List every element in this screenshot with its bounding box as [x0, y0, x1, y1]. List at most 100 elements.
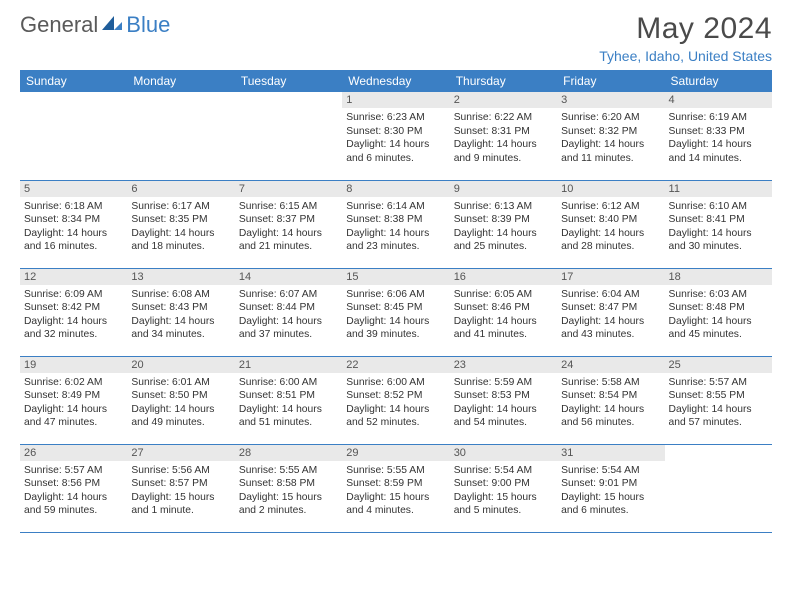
day-sunrise: Sunrise: 6:20 AM	[561, 111, 660, 125]
day-sunset: Sunset: 8:32 PM	[561, 125, 660, 139]
day-daylight1: Daylight: 14 hours	[239, 227, 338, 241]
day-daylight2: and 54 minutes.	[454, 416, 553, 430]
day-sunset: Sunset: 8:34 PM	[24, 213, 123, 227]
calendar-day-cell: 12Sunrise: 6:09 AMSunset: 8:42 PMDayligh…	[20, 268, 127, 356]
calendar-table: SundayMondayTuesdayWednesdayThursdayFrid…	[20, 70, 772, 533]
day-sunrise: Sunrise: 5:55 AM	[239, 464, 338, 478]
day-number: 28	[235, 445, 342, 461]
day-daylight2: and 5 minutes.	[454, 504, 553, 518]
calendar-day-cell: 28Sunrise: 5:55 AMSunset: 8:58 PMDayligh…	[235, 444, 342, 532]
calendar-day-cell	[235, 92, 342, 180]
logo-text-general: General	[20, 12, 98, 38]
calendar-day-cell: 27Sunrise: 5:56 AMSunset: 8:57 PMDayligh…	[127, 444, 234, 532]
location-subtitle: Tyhee, Idaho, United States	[599, 48, 772, 64]
calendar-day-cell: 1 Sunrise: 6:23 AMSunset: 8:30 PMDaylight…	[342, 92, 449, 180]
day-daylight1: Daylight: 14 hours	[561, 227, 660, 241]
calendar-day-cell: 21Sunrise: 6:00 AMSunset: 8:51 PMDayligh…	[235, 356, 342, 444]
day-sunset: Sunset: 9:00 PM	[454, 477, 553, 491]
day-sunrise: Sunrise: 5:58 AM	[561, 376, 660, 390]
logo-text-blue: Blue	[126, 12, 170, 38]
day-daylight2: and 39 minutes.	[346, 328, 445, 342]
page-title: May 2024	[599, 12, 772, 46]
calendar-day-cell: 5Sunrise: 6:18 AMSunset: 8:34 PMDaylight…	[20, 180, 127, 268]
day-number: 24	[557, 357, 664, 373]
day-daylight1: Daylight: 14 hours	[669, 227, 768, 241]
day-sunrise: Sunrise: 6:01 AM	[131, 376, 230, 390]
day-sunrise: Sunrise: 6:18 AM	[24, 200, 123, 214]
calendar-day-cell: 24Sunrise: 5:58 AMSunset: 8:54 PMDayligh…	[557, 356, 664, 444]
day-daylight2: and 49 minutes.	[131, 416, 230, 430]
day-sunrise: Sunrise: 6:02 AM	[24, 376, 123, 390]
day-daylight2: and 2 minutes.	[239, 504, 338, 518]
calendar-day-cell: 8Sunrise: 6:14 AMSunset: 8:38 PMDaylight…	[342, 180, 449, 268]
day-number: 20	[127, 357, 234, 373]
day-sunset: Sunset: 8:50 PM	[131, 389, 230, 403]
calendar-day-cell: 3Sunrise: 6:20 AMSunset: 8:32 PMDaylight…	[557, 92, 664, 180]
day-daylight1: Daylight: 14 hours	[454, 227, 553, 241]
day-number: 25	[665, 357, 772, 373]
day-daylight1: Daylight: 14 hours	[346, 315, 445, 329]
day-daylight1: Daylight: 14 hours	[454, 315, 553, 329]
calendar-week-row: 1 Sunrise: 6:23 AMSunset: 8:30 PMDaylight…	[20, 92, 772, 180]
calendar-day-cell	[20, 92, 127, 180]
day-daylight2: and 6 minutes.	[561, 504, 660, 518]
day-number: 26	[20, 445, 127, 461]
day-number: 31	[557, 445, 664, 461]
day-sunrise: Sunrise: 6:15 AM	[239, 200, 338, 214]
day-daylight2: and 1 minute.	[131, 504, 230, 518]
day-sunset: Sunset: 8:35 PM	[131, 213, 230, 227]
day-sunrise: Sunrise: 6:14 AM	[346, 200, 445, 214]
day-sunset: Sunset: 8:37 PM	[239, 213, 338, 227]
day-sunset: Sunset: 8:43 PM	[131, 301, 230, 315]
calendar-day-cell: 6Sunrise: 6:17 AMSunset: 8:35 PMDaylight…	[127, 180, 234, 268]
day-number: 15	[342, 269, 449, 285]
calendar-week-row: 12Sunrise: 6:09 AMSunset: 8:42 PMDayligh…	[20, 268, 772, 356]
calendar-day-cell: 2Sunrise: 6:22 AMSunset: 8:31 PMDaylight…	[450, 92, 557, 180]
day-sunset: Sunset: 8:55 PM	[669, 389, 768, 403]
day-daylight2: and 14 minutes.	[669, 152, 768, 166]
day-number: 1	[342, 92, 449, 108]
day-daylight1: Daylight: 14 hours	[131, 403, 230, 417]
day-sunset: Sunset: 8:30 PM	[346, 125, 445, 139]
weekday-header: Tuesday	[235, 70, 342, 92]
day-number: 2	[450, 92, 557, 108]
day-daylight2: and 25 minutes.	[454, 240, 553, 254]
day-daylight1: Daylight: 15 hours	[131, 491, 230, 505]
calendar-day-cell: 19Sunrise: 6:02 AMSunset: 8:49 PMDayligh…	[20, 356, 127, 444]
day-daylight1: Daylight: 14 hours	[454, 403, 553, 417]
day-sunset: Sunset: 8:44 PM	[239, 301, 338, 315]
day-daylight2: and 9 minutes.	[454, 152, 553, 166]
day-sunrise: Sunrise: 6:03 AM	[669, 288, 768, 302]
day-daylight1: Daylight: 14 hours	[346, 138, 445, 152]
day-sunrise: Sunrise: 5:57 AM	[669, 376, 768, 390]
day-sunrise: Sunrise: 6:07 AM	[239, 288, 338, 302]
day-number: 18	[665, 269, 772, 285]
day-daylight1: Daylight: 14 hours	[561, 315, 660, 329]
weekday-header: Wednesday	[342, 70, 449, 92]
day-sunset: Sunset: 8:49 PM	[24, 389, 123, 403]
day-number: 23	[450, 357, 557, 373]
day-sunrise: Sunrise: 6:19 AM	[669, 111, 768, 125]
calendar-week-row: 19Sunrise: 6:02 AMSunset: 8:49 PMDayligh…	[20, 356, 772, 444]
day-sunset: Sunset: 8:38 PM	[346, 213, 445, 227]
calendar-day-cell: 4Sunrise: 6:19 AMSunset: 8:33 PMDaylight…	[665, 92, 772, 180]
day-daylight2: and 59 minutes.	[24, 504, 123, 518]
calendar-day-cell: 11Sunrise: 6:10 AMSunset: 8:41 PMDayligh…	[665, 180, 772, 268]
weekday-header: Thursday	[450, 70, 557, 92]
day-sunrise: Sunrise: 6:23 AM	[346, 111, 445, 125]
day-sunrise: Sunrise: 6:13 AM	[454, 200, 553, 214]
day-number: 8	[342, 181, 449, 197]
day-daylight2: and 4 minutes.	[346, 504, 445, 518]
calendar-day-cell: 26Sunrise: 5:57 AMSunset: 8:56 PMDayligh…	[20, 444, 127, 532]
day-number: 16	[450, 269, 557, 285]
day-number: 10	[557, 181, 664, 197]
calendar-day-cell: 10Sunrise: 6:12 AMSunset: 8:40 PMDayligh…	[557, 180, 664, 268]
day-sunset: Sunset: 8:42 PM	[24, 301, 123, 315]
day-sunrise: Sunrise: 5:57 AM	[24, 464, 123, 478]
calendar-day-cell: 23Sunrise: 5:59 AMSunset: 8:53 PMDayligh…	[450, 356, 557, 444]
day-daylight2: and 56 minutes.	[561, 416, 660, 430]
day-sunset: Sunset: 8:54 PM	[561, 389, 660, 403]
title-block: May 2024 Tyhee, Idaho, United States	[599, 12, 772, 64]
day-daylight2: and 47 minutes.	[24, 416, 123, 430]
day-daylight1: Daylight: 14 hours	[24, 315, 123, 329]
